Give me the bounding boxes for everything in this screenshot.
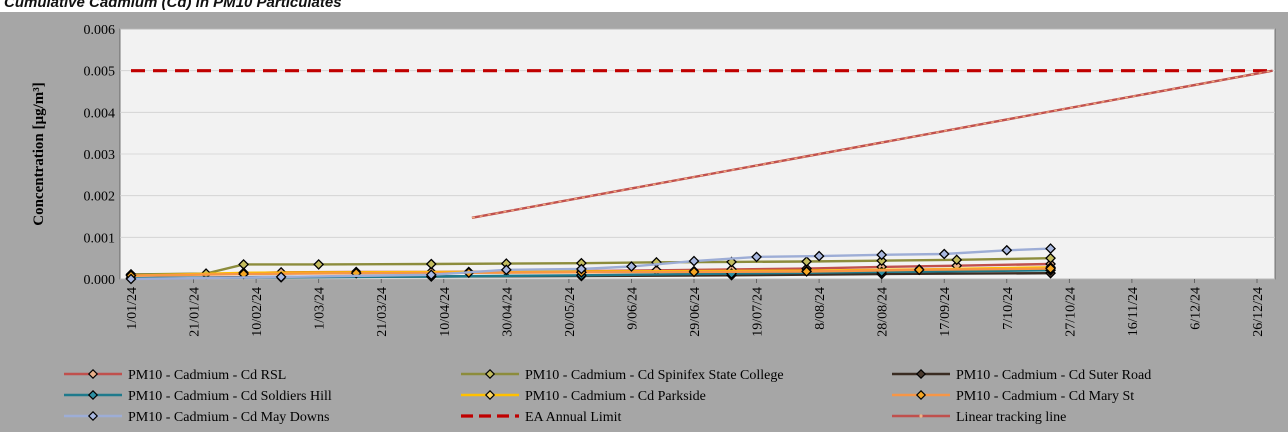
series-6	[125, 243, 1056, 285]
x-tick-label: 1/03/24	[313, 287, 328, 330]
data-point	[125, 273, 137, 285]
y-tick-label: 0.004	[84, 106, 116, 121]
legend-item: PM10 - Cadmium - Cd Parkside	[461, 389, 706, 404]
y-tick-label: 0.006	[84, 23, 116, 38]
legend-item: PM10 - Cadmium - Cd May Downs	[64, 410, 329, 425]
data-point	[1045, 243, 1056, 255]
data-point	[425, 258, 437, 270]
legend-item: PM10 - Cadmium - Cd Mary St	[892, 389, 1134, 404]
data-point	[313, 258, 325, 270]
y-tick-label: 0.002	[84, 190, 116, 205]
legend-marker	[87, 410, 99, 422]
x-tick-label: 10/04/24	[438, 287, 453, 337]
y-tick-label: 0.001	[84, 231, 116, 246]
chart-title: Cumulative Cadmium (Cd) in PM10 Particul…	[4, 0, 342, 11]
legend-label: PM10 - Cadmium - Cd Soldiers Hill	[128, 389, 332, 404]
chart-svg: 0.000 0.001 0.002 0.003 0.004 0.005 0.006 1/01…	[31, 23, 1276, 425]
legend: PM10 - Cadmium - Cd RSL PM10 - Cadmium - …	[64, 368, 1151, 425]
legend-label: EA Annual Limit	[525, 410, 622, 425]
x-axis: 1/01/24 21/01/24 10/02/24 1/03/24 21/03/24 10…	[125, 279, 1266, 337]
data-point	[575, 263, 587, 275]
data-point	[626, 261, 637, 272]
legend-item: PM10 - Cadmium - Cd Suter Road	[892, 368, 1151, 383]
data-point	[1001, 244, 1013, 256]
x-tick-label: 27/10/24	[1063, 287, 1078, 337]
legend-label: PM10 - Cadmium - Cd Mary St	[956, 389, 1134, 404]
x-tick-label: 21/03/24	[375, 287, 390, 337]
data-point	[500, 264, 512, 276]
series-line	[471, 69, 1273, 219]
x-tick-label: 16/11/24	[1126, 287, 1141, 336]
data-point	[1045, 263, 1056, 275]
series-8	[471, 69, 1273, 219]
data-point	[688, 255, 700, 267]
legend-item: PM10 - Cadmium - Cd RSL	[64, 368, 286, 383]
x-tick-label: 1/01/24	[125, 287, 140, 330]
x-tick-label: 29/06/24	[688, 287, 703, 337]
x-tick-label: 26/12/24	[1251, 287, 1266, 337]
x-tick-label: 19/07/24	[751, 287, 766, 337]
x-tick-label: 7/10/24	[1001, 287, 1016, 330]
legend-marker	[919, 414, 923, 418]
legend-marker	[915, 368, 927, 380]
legend-marker	[87, 389, 99, 401]
y-tick-label: 0.000	[84, 273, 116, 288]
data-point	[688, 266, 700, 278]
legend-label: PM10 - Cadmium - Cd Suter Road	[956, 368, 1151, 383]
legend-label: PM10 - Cadmium - Cd RSL	[128, 368, 286, 383]
legend-label: PM10 - Cadmium - Cd Parkside	[525, 389, 706, 404]
legend-marker	[87, 368, 99, 380]
legend-marker	[484, 389, 496, 401]
data-point	[913, 264, 925, 276]
y-tick-label: 0.003	[84, 148, 116, 163]
x-tick-label: 10/02/24	[250, 287, 265, 337]
x-tick-label: 28/08/24	[876, 287, 891, 337]
legend-item: EA Annual Limit	[461, 410, 622, 425]
data-point	[813, 250, 825, 262]
chart-frame: 0.000 0.001 0.002 0.003 0.004 0.005 0.006 1/01…	[0, 12, 1288, 432]
legend-marker	[915, 389, 927, 401]
series-layer	[125, 69, 1273, 285]
data-point	[751, 251, 762, 263]
x-tick-label: 8/08/24	[813, 287, 828, 330]
y-axis: 0.000 0.001 0.002 0.003 0.004 0.005 0.006	[84, 23, 116, 288]
x-tick-label: 6/12/24	[1188, 287, 1203, 330]
x-tick-label: 30/04/24	[500, 287, 515, 337]
x-tick-label: 9/06/24	[625, 287, 640, 330]
y-axis-title: Concentration [µg/m³]	[31, 82, 47, 226]
data-point	[275, 271, 287, 283]
legend-item: PM10 - Cadmium - Cd Spinifex State Colle…	[461, 368, 784, 383]
legend-label: Linear tracking line	[956, 410, 1066, 425]
data-point	[801, 266, 813, 277]
data-point	[951, 254, 963, 266]
x-tick-label: 21/01/24	[188, 287, 203, 337]
data-point	[876, 249, 888, 261]
data-point	[938, 248, 950, 260]
y-tick-label: 0.005	[84, 65, 116, 80]
legend-marker	[484, 368, 496, 380]
data-point	[425, 269, 437, 281]
legend-item: Linear tracking line	[892, 410, 1066, 425]
legend-label: PM10 - Cadmium - Cd Spinifex State Colle…	[525, 368, 784, 383]
x-tick-label: 20/05/24	[563, 287, 578, 337]
legend-label: PM10 - Cadmium - Cd May Downs	[128, 410, 329, 425]
legend-item: PM10 - Cadmium - Cd Soldiers Hill	[64, 389, 332, 404]
data-point	[876, 255, 888, 267]
x-tick-label: 17/09/24	[938, 287, 953, 337]
